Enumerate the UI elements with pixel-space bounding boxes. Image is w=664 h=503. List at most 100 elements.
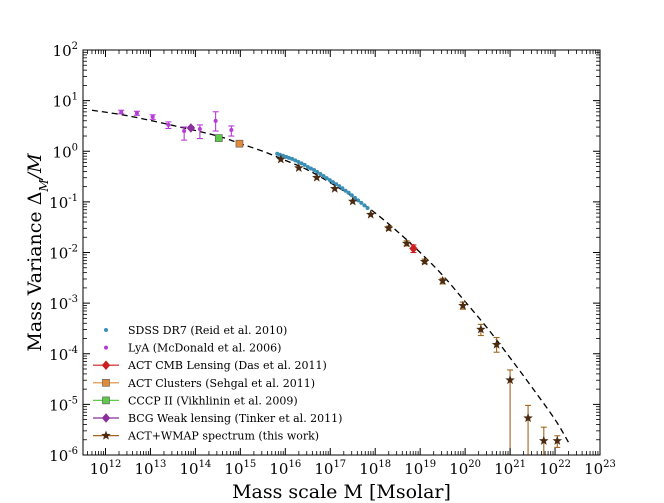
data-point-series-0 (349, 193, 354, 198)
data-point-series-6 (330, 183, 340, 193)
legend-label: BCG Weak lensing (Tinker et al. 2011) (128, 412, 342, 425)
data-point-series-0 (305, 164, 310, 169)
y-tick-label-base: 10 (49, 295, 68, 313)
y-tick-label: 10-4 (49, 345, 78, 364)
y-tick-label-exponent: -5 (68, 395, 78, 406)
y-tick-label-exponent: 1 (72, 92, 78, 103)
data-point-series-1 (197, 126, 202, 131)
data-point-series-6 (276, 154, 286, 164)
data-point-series-6 (505, 375, 515, 385)
legend: SDSS DR7 (Reid et al. 2010) LyA (McDonald… (93, 324, 342, 443)
data-point-series-0 (286, 155, 291, 160)
legend-label: SDSS DR7 (Reid et al. 2010) (128, 324, 287, 337)
data-point-series-0 (362, 203, 367, 208)
x-tick-label-exponent: 16 (288, 459, 301, 470)
y-tick-label: 10-3 (49, 294, 78, 313)
legend-marker (101, 413, 111, 423)
data-point-series-6 (312, 172, 322, 182)
data-point-series-0 (299, 161, 304, 166)
data-point-series-4 (214, 134, 223, 142)
x-tick-label: 1020 (449, 459, 481, 478)
y-tick-label: 10-6 (49, 446, 78, 465)
y-tick-label-exponent: -3 (68, 294, 78, 305)
legend-marker (101, 430, 111, 440)
data-point-series-6 (419, 256, 430, 266)
x-tick-label-exponent: 21 (513, 459, 526, 470)
data-point-series-6 (294, 162, 304, 172)
data-point-series-5 (186, 123, 196, 133)
y-axis-title: Mass Variance ΔM/M (24, 153, 51, 352)
data-point-series-0 (318, 172, 323, 177)
y-tick-label-base: 10 (49, 245, 68, 263)
data-point-series-0 (293, 158, 298, 163)
y-tick-label: 10-1 (49, 193, 78, 212)
data-point-series-0 (324, 176, 329, 181)
x-tick-label: 1022 (539, 459, 571, 478)
x-tick-label: 1012 (90, 459, 122, 478)
data-point-series-0 (281, 153, 286, 158)
data-point-series-6 (523, 413, 533, 423)
y-tick-label-exponent: -6 (68, 446, 78, 457)
x-tick-label-base: 10 (179, 460, 198, 478)
data-point-series-0 (365, 205, 370, 210)
x-tick-label-exponent: 12 (109, 459, 122, 470)
x-tick-label-base: 10 (90, 460, 109, 478)
data-point-series-0 (340, 186, 345, 191)
data-point-series-0 (359, 200, 364, 205)
x-tick-label-base: 10 (314, 460, 333, 478)
x-tick-label: 1017 (314, 459, 346, 478)
y-tick-label-exponent: 2 (72, 41, 78, 52)
y-tick-label-exponent: 0 (72, 142, 78, 153)
legend-entry: BCG Weak lensing (Tinker et al. 2011) (93, 412, 342, 425)
data-point-series-1 (166, 122, 171, 127)
legend-entry: ACT CMB Lensing (Das et al. 2011) (93, 359, 327, 372)
x-tick-label: 1013 (135, 459, 167, 478)
y-axis-title-tail: /M (24, 153, 46, 181)
legend-entry: CCCP II (Vikhlinin et al. 2009) (93, 394, 298, 407)
legend-label: ACT+WMAP spectrum (this work) (127, 430, 319, 443)
x-tick-label-exponent: 23 (603, 459, 616, 470)
y-tick-label-base: 10 (49, 447, 68, 465)
data-point-series-3 (235, 139, 244, 148)
data-point-series-0 (315, 170, 320, 175)
x-tick-label-base: 10 (269, 460, 288, 478)
x-tick-label: 1021 (494, 459, 526, 478)
y-tick-label: 101 (53, 92, 78, 111)
y-tick-label-exponent: -2 (68, 244, 78, 255)
data-point-series-6 (347, 196, 358, 206)
data-point-series-6 (437, 275, 448, 285)
axis-ticks: 1012 1013 1014 1015 1016 1017 1018 1019 1020 1021… (49, 41, 616, 478)
x-tick-label-exponent: 14 (199, 459, 212, 470)
data-point-series-0 (346, 190, 351, 195)
data-point-series-2 (409, 243, 418, 254)
data-point-series-6 (365, 209, 376, 219)
legend-marker (104, 328, 108, 332)
legend-entry: ACT+WMAP spectrum (this work) (93, 430, 319, 443)
data-point-series-6 (491, 339, 502, 349)
y-axis-title-subscript: M (37, 179, 51, 193)
x-tick-label-exponent: 15 (244, 459, 257, 470)
legend-entry: SDSS DR7 (Reid et al. 2010) (104, 324, 287, 337)
y-tick-label-base: 10 (53, 143, 72, 161)
x-tick-label-exponent: 17 (333, 459, 346, 470)
legend-marker (102, 396, 110, 405)
y-tick-label-base: 10 (49, 346, 68, 364)
data-point-series-6 (383, 223, 394, 233)
y-axis-title-main: Mass Variance Δ (24, 192, 46, 352)
x-tick-label-base: 10 (135, 460, 154, 478)
legend-marker (101, 360, 111, 370)
legend-label: CCCP II (Vikhlinin et al. 2009) (128, 394, 298, 407)
x-axis-title: Mass scale M [Msolar] (232, 481, 451, 503)
x-tick-label: 1023 (584, 459, 616, 478)
x-tick-label: 1019 (404, 459, 436, 478)
y-tick-label: 102 (53, 41, 78, 60)
legend-label: ACT CMB Lensing (Das et al. 2011) (127, 359, 327, 372)
x-tick-label: 1016 (269, 459, 301, 478)
x-tick-label: 1014 (179, 459, 211, 478)
x-tick-label-exponent: 18 (378, 459, 391, 470)
x-tick-label-exponent: 20 (468, 459, 481, 470)
data-point-series-0 (321, 174, 326, 179)
y-tick-label: 100 (53, 142, 78, 161)
